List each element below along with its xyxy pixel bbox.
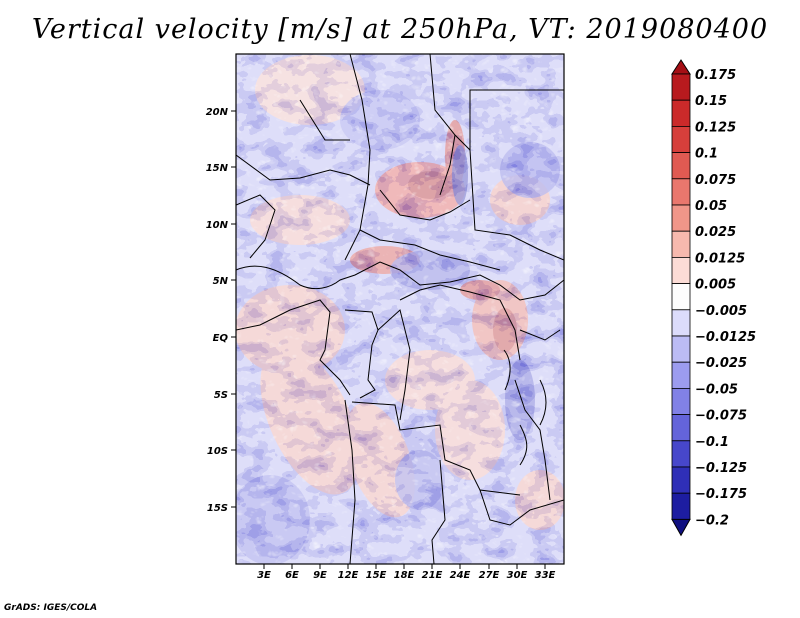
lon-tick: 21E xyxy=(422,564,443,581)
lat-tick-label: 5N xyxy=(213,276,229,287)
lat-tick-label: EQ xyxy=(213,333,229,344)
latitude-axis: 20N 15N 10N 5N EQ 5S 10S 15S xyxy=(206,107,236,514)
map-frame xyxy=(235,53,565,565)
colorbar-label: 0.05 xyxy=(695,199,727,214)
lon-tick-label: 15E xyxy=(366,570,387,581)
lon-tick: 18E xyxy=(394,564,415,581)
colorbar-segment xyxy=(671,440,691,468)
lon-tick: 30E xyxy=(507,564,528,581)
lon-tick-label: 9E xyxy=(313,570,327,581)
lat-tick: 10S xyxy=(207,446,236,457)
colorbar-label: −0.125 xyxy=(695,461,747,476)
colorbar-segment xyxy=(671,283,691,311)
colorbar-label: −0.2 xyxy=(695,513,729,528)
lon-tick: 9E xyxy=(313,564,327,581)
colorbar-segment xyxy=(671,466,691,494)
colorbar-segment xyxy=(671,230,691,258)
lon-tick: 33E xyxy=(535,564,556,581)
colorbar-segment xyxy=(671,204,691,232)
lon-tick-label: 3E xyxy=(257,570,271,581)
map-panel: 20N 15N 10N 5N EQ 5S 10S 15S 3E 6E 9E 12… xyxy=(206,53,565,581)
colorbar-segment xyxy=(671,492,691,520)
lon-tick: 3E xyxy=(257,564,271,581)
colorbar-top-arrow xyxy=(671,59,691,75)
colorbar-label: −0.075 xyxy=(695,409,747,424)
colorbar-segment xyxy=(671,414,691,442)
colorbar-label: 0.005 xyxy=(695,278,736,293)
colorbar-label: 0.125 xyxy=(695,120,736,135)
map-title: Vertical velocity [m/s] at 250hPa, VT: 2… xyxy=(31,14,769,45)
lat-tick-label: 15N xyxy=(206,163,229,174)
colorbar-label: 0.075 xyxy=(695,173,736,188)
colorbar-label: −0.0125 xyxy=(695,330,756,345)
colorbar-bottom-arrow xyxy=(671,518,691,537)
lat-tick-label: 5S xyxy=(214,390,228,401)
lon-tick-label: 33E xyxy=(535,570,556,581)
lon-tick-label: 30E xyxy=(507,570,528,581)
colorbar-segment xyxy=(671,152,691,180)
lat-tick: 5N xyxy=(213,276,236,287)
colorbar: 0.175 0.15 0.125 0.1 0.075 0.05 0.025 0.0125 0.0… xyxy=(671,59,756,537)
colorbar-label: 0.1 xyxy=(695,147,718,162)
lon-tick: 6E xyxy=(285,564,299,581)
colorbar-segment xyxy=(671,99,691,127)
lat-tick: 5S xyxy=(214,390,236,401)
lat-tick-label: 20N xyxy=(206,107,229,118)
lat-tick: EQ xyxy=(213,333,236,344)
lon-tick: 15E xyxy=(366,564,387,581)
lat-tick-label: 15S xyxy=(207,503,228,514)
colorbar-segment xyxy=(671,178,691,206)
lon-tick-label: 12E xyxy=(338,570,359,581)
lat-tick: 15S xyxy=(207,503,236,514)
colorbar-segment xyxy=(671,73,691,101)
lat-tick: 20N xyxy=(206,107,236,118)
lon-tick-label: 21E xyxy=(422,570,443,581)
longitude-axis: 3E 6E 9E 12E 15E 18E 21E 24E 27E 30E 33E xyxy=(257,564,556,581)
colorbar-label: −0.175 xyxy=(695,487,747,502)
lon-tick-label: 6E xyxy=(285,570,299,581)
colorbar-label: −0.05 xyxy=(695,382,738,397)
lat-tick-label: 10S xyxy=(207,446,228,457)
colorbar-segment xyxy=(671,256,691,284)
colorbar-segment xyxy=(671,126,691,154)
colorbar-segment xyxy=(671,361,691,389)
lon-tick: 24E xyxy=(450,564,471,581)
lat-tick: 15N xyxy=(206,163,236,174)
colorbar-label: 0.15 xyxy=(695,94,727,109)
lon-tick-label: 27E xyxy=(479,570,500,581)
colorbar-label: 0.175 xyxy=(695,68,736,83)
colorbar-segment xyxy=(671,387,691,415)
colorbar-label: −0.1 xyxy=(695,435,729,450)
colorbar-segment xyxy=(671,335,691,363)
country-boundaries xyxy=(236,54,564,564)
lon-tick: 12E xyxy=(338,564,359,581)
credit-label: GrADS: IGES/COLA xyxy=(4,603,98,613)
lon-tick-label: 18E xyxy=(394,570,415,581)
lon-tick: 27E xyxy=(479,564,500,581)
colorbar-label: −0.005 xyxy=(695,304,747,319)
colorbar-segment xyxy=(671,309,691,337)
colorbar-label: 0.025 xyxy=(695,225,736,240)
colorbar-label: 0.0125 xyxy=(695,251,745,266)
lon-tick-label: 24E xyxy=(450,570,471,581)
colorbar-label: −0.025 xyxy=(695,356,747,371)
lat-tick-label: 10N xyxy=(206,220,229,231)
lat-tick: 10N xyxy=(206,220,236,231)
